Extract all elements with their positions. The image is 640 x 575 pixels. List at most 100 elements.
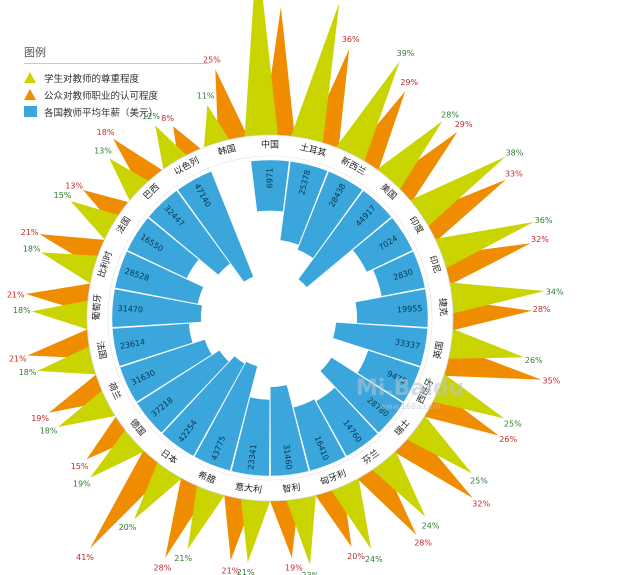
- recognition-value-label: 13%: [65, 181, 83, 190]
- spike-respect: [397, 156, 506, 235]
- recognition-value-label: 49%: [271, 0, 289, 2]
- recognition-value-label: 19%: [31, 414, 49, 423]
- respect-value-label: 38%: [506, 148, 524, 157]
- salary-value-label: 19955: [397, 304, 423, 315]
- recognition-value-label: 26%: [499, 435, 517, 444]
- respect-value-label: 39%: [397, 49, 415, 58]
- salary-value-label: 23341: [246, 444, 258, 470]
- respect-value-label: 24%: [365, 555, 383, 564]
- country-label: 捷克: [437, 298, 450, 317]
- recognition-value-label: 20%: [347, 552, 365, 561]
- recognition-value-label: 8%: [161, 114, 174, 123]
- legend-item-respect: 学生对教师的尊重程度: [24, 70, 209, 86]
- salary-bar: [127, 217, 200, 279]
- salary-bar: [297, 171, 363, 259]
- spike-respect: [239, 485, 275, 563]
- legend-label-respect: 学生对教师的尊重程度: [44, 74, 140, 85]
- respect-value-label: 12%: [142, 112, 160, 121]
- salary-bar: [119, 339, 213, 403]
- recognition-value-label: 33%: [505, 169, 523, 178]
- salary-bar: [250, 159, 290, 212]
- watermark-text: Mi.Baidu: [356, 376, 464, 401]
- recognition-value-label: 41%: [76, 553, 94, 562]
- spike-respect: [31, 298, 102, 334]
- recognition-value-label: 25%: [203, 56, 221, 65]
- salary-bar: [194, 361, 258, 472]
- triangle-yellow-icon: [24, 72, 38, 84]
- spike-recognition: [408, 179, 506, 251]
- spike-respect: [421, 222, 534, 275]
- respect-value-label: 34%: [546, 287, 564, 296]
- spike-respect: [243, 0, 280, 151]
- country-label: 中国: [261, 139, 279, 151]
- recognition-value-label: 19%: [285, 564, 303, 573]
- country-label: 意大利: [234, 481, 262, 496]
- spike-respect: [327, 61, 400, 174]
- country-label: 英国: [431, 340, 446, 360]
- legend-title: 图例: [24, 44, 209, 64]
- recognition-value-label: 29%: [400, 78, 418, 87]
- respect-value-label: 25%: [470, 477, 488, 486]
- salary-value-label: 31470: [117, 304, 143, 315]
- salary-bar: [279, 161, 328, 246]
- salary-bar: [162, 355, 245, 457]
- salary-value-label: 6971: [266, 168, 275, 188]
- recognition-value-label: 21%: [7, 290, 25, 299]
- respect-value-label: 24%: [422, 522, 440, 531]
- recognition-value-label: 28%: [414, 539, 432, 548]
- legend-label-salary: 各国教师平均年薪（美元）: [44, 108, 159, 119]
- spike-respect: [282, 481, 318, 565]
- salary-bar: [111, 288, 203, 328]
- salary-bar: [352, 217, 413, 273]
- recognition-value-label: 21%: [21, 228, 39, 237]
- recognition-value-label: 15%: [71, 462, 89, 471]
- recognition-value-label: 18%: [97, 128, 115, 137]
- salary-bar: [112, 323, 193, 367]
- respect-value-label: 18%: [40, 426, 58, 435]
- respect-value-label: 25%: [504, 419, 522, 428]
- salary-bar: [319, 357, 404, 434]
- recognition-value-label: 28%: [533, 305, 551, 314]
- respect-value-label: 21%: [174, 554, 192, 563]
- salary-bar: [136, 350, 230, 434]
- respect-value-label: 28%: [441, 110, 459, 119]
- spike-respect: [435, 281, 545, 317]
- spike-respect: [286, 2, 340, 156]
- respect-value-label: 26%: [525, 356, 543, 365]
- watermark-subtext: www.168a.com: [379, 402, 440, 411]
- recognition-value-label: 29%: [455, 120, 473, 129]
- respect-value-label: 18%: [23, 244, 41, 253]
- salary-value-label: 31460: [281, 444, 293, 470]
- recognition-value-label: 32%: [472, 500, 490, 509]
- recognition-value-label: 35%: [543, 376, 561, 385]
- respect-value-label: 15%: [54, 191, 72, 200]
- respect-value-label: 18%: [13, 306, 31, 315]
- legend-label-recognition: 公众对教师职业的认可程度: [44, 91, 159, 102]
- respect-value-label: 13%: [94, 146, 112, 155]
- rectangle-blue-icon: [24, 106, 38, 118]
- salary-bar: [177, 171, 254, 283]
- country-label: 法国: [94, 340, 109, 360]
- salary-bar: [114, 251, 204, 305]
- respect-value-label: 19%: [73, 479, 91, 488]
- legend-item-salary: 各国教师平均年薪（美元）: [24, 104, 209, 120]
- recognition-value-label: 28%: [154, 564, 172, 573]
- salary-bar: [298, 190, 392, 288]
- legend-item-recognition: 公众对教师职业的认可程度: [24, 87, 209, 103]
- country-label: 智利: [282, 481, 301, 495]
- salary-bar: [355, 288, 429, 328]
- country-label: 葡萄牙: [90, 293, 104, 321]
- respect-value-label: 36%: [535, 216, 553, 225]
- recognition-value-label: 21%: [222, 566, 240, 575]
- respect-value-label: 18%: [19, 368, 37, 377]
- spike-respect: [434, 323, 525, 359]
- salary-bar: [293, 398, 346, 472]
- salary-bar: [315, 387, 378, 457]
- respect-value-label: 23%: [301, 571, 319, 575]
- recognition-value-label: 32%: [531, 235, 549, 244]
- salary-bar: [270, 384, 309, 477]
- respect-value-label: 21%: [237, 568, 255, 575]
- recognition-value-label: 36%: [342, 35, 360, 44]
- salary-bar: [332, 322, 428, 367]
